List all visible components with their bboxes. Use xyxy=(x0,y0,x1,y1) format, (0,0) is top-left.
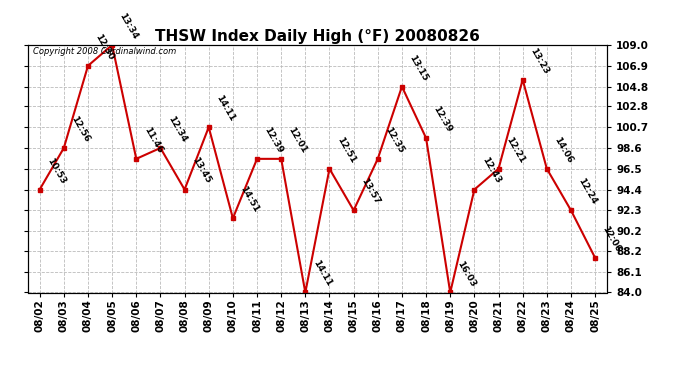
Text: 12:21: 12:21 xyxy=(504,135,526,165)
Text: 13:45: 13:45 xyxy=(190,156,213,185)
Text: 12:24: 12:24 xyxy=(577,177,599,206)
Text: 14:51: 14:51 xyxy=(239,184,261,214)
Text: 12:01: 12:01 xyxy=(287,126,308,154)
Text: 12:06: 12:06 xyxy=(601,225,622,254)
Text: Copyright 2008 Cardinalwind.com: Copyright 2008 Cardinalwind.com xyxy=(33,48,177,57)
Title: THSW Index Daily High (°F) 20080826: THSW Index Daily High (°F) 20080826 xyxy=(155,29,480,44)
Text: 16:03: 16:03 xyxy=(456,259,477,288)
Text: 12:56: 12:56 xyxy=(70,114,92,144)
Text: 12:35: 12:35 xyxy=(384,125,406,154)
Text: 12:39: 12:39 xyxy=(263,125,285,154)
Text: 12:34: 12:34 xyxy=(166,114,188,144)
Text: 12:39: 12:39 xyxy=(432,105,454,134)
Text: 12:43: 12:43 xyxy=(480,156,502,185)
Text: 13:34: 13:34 xyxy=(118,11,140,41)
Text: 12:51: 12:51 xyxy=(335,135,357,165)
Text: 14:11: 14:11 xyxy=(215,94,237,123)
Text: 13:57: 13:57 xyxy=(359,177,382,206)
Text: 11:46: 11:46 xyxy=(142,125,164,154)
Text: 12:30: 12:30 xyxy=(94,33,115,62)
Text: 10:53: 10:53 xyxy=(46,156,67,185)
Text: 13:23: 13:23 xyxy=(529,46,551,75)
Text: 13:15: 13:15 xyxy=(408,53,430,82)
Text: 14:06: 14:06 xyxy=(553,135,575,165)
Text: 14:11: 14:11 xyxy=(311,259,333,288)
